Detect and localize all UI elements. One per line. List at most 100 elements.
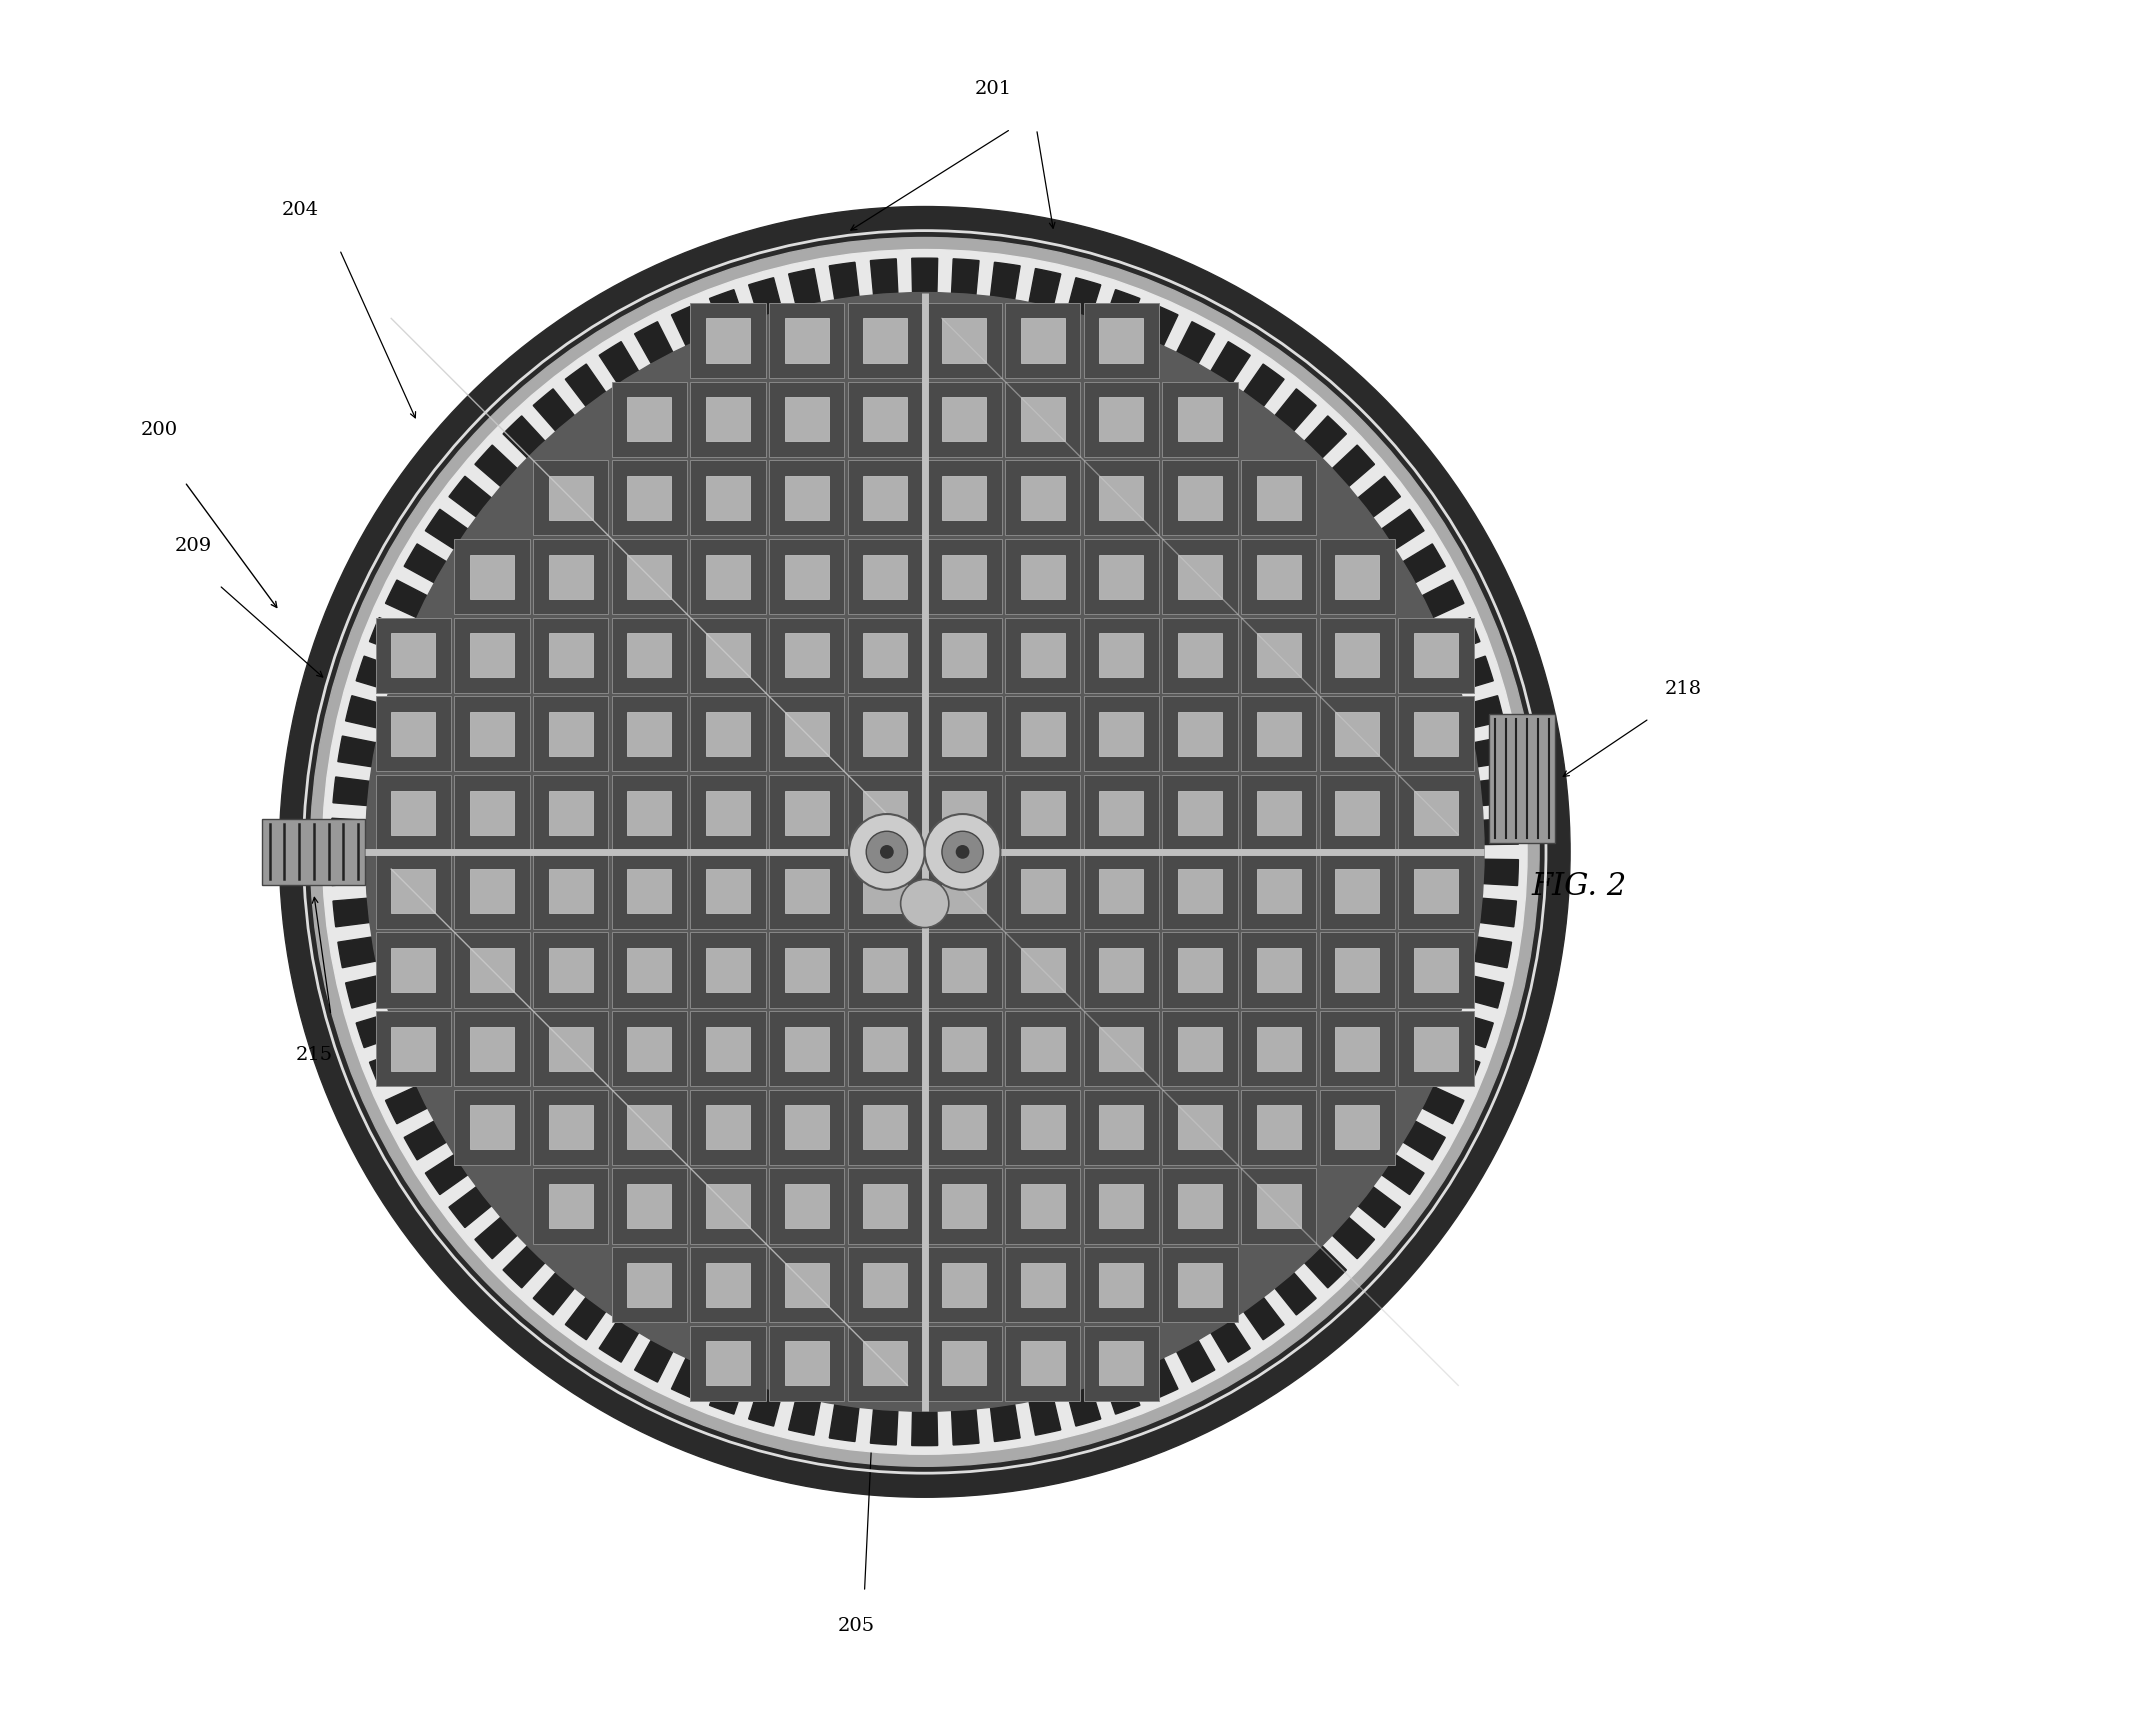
- Bar: [1399, 697, 1474, 771]
- Bar: [927, 618, 1002, 694]
- Bar: [1022, 948, 1065, 991]
- Bar: [1022, 318, 1065, 363]
- Wedge shape: [1422, 580, 1463, 618]
- Bar: [1240, 1169, 1317, 1244]
- Bar: [1163, 774, 1238, 850]
- Bar: [690, 1169, 765, 1244]
- Bar: [1399, 854, 1474, 929]
- Bar: [769, 933, 844, 1007]
- Bar: [392, 1026, 435, 1070]
- Bar: [1334, 633, 1379, 678]
- Bar: [848, 382, 923, 456]
- Bar: [469, 1026, 514, 1070]
- Wedge shape: [1067, 277, 1101, 318]
- Bar: [848, 460, 923, 535]
- Bar: [707, 869, 750, 914]
- Wedge shape: [345, 976, 386, 1009]
- Text: 209: 209: [176, 537, 212, 554]
- Bar: [1099, 398, 1144, 441]
- Bar: [927, 697, 1002, 771]
- Wedge shape: [1482, 817, 1519, 845]
- Wedge shape: [1480, 898, 1517, 928]
- Bar: [927, 1325, 1002, 1401]
- Bar: [1099, 1026, 1144, 1070]
- Bar: [1099, 318, 1144, 363]
- Wedge shape: [503, 1246, 544, 1287]
- Bar: [392, 869, 435, 914]
- Bar: [548, 712, 593, 756]
- Bar: [690, 539, 765, 614]
- Bar: [1099, 633, 1144, 678]
- Bar: [1005, 1325, 1080, 1401]
- Bar: [548, 554, 593, 599]
- Bar: [1240, 460, 1317, 535]
- Bar: [1257, 554, 1300, 599]
- Bar: [1099, 790, 1144, 835]
- Wedge shape: [426, 509, 467, 549]
- Circle shape: [880, 845, 893, 859]
- Bar: [863, 318, 908, 363]
- Wedge shape: [356, 656, 396, 690]
- Wedge shape: [634, 322, 673, 363]
- Wedge shape: [1105, 1373, 1140, 1415]
- Bar: [707, 1341, 750, 1385]
- Bar: [707, 790, 750, 835]
- Bar: [942, 790, 985, 835]
- Wedge shape: [345, 695, 386, 728]
- Bar: [1005, 382, 1080, 456]
- Bar: [1334, 869, 1379, 914]
- Bar: [533, 933, 608, 1007]
- Bar: [1257, 1026, 1300, 1070]
- Bar: [863, 398, 908, 441]
- Wedge shape: [1465, 695, 1504, 728]
- Bar: [707, 1026, 750, 1070]
- Bar: [707, 712, 750, 756]
- Wedge shape: [405, 544, 446, 583]
- Bar: [690, 933, 765, 1007]
- Bar: [1084, 1089, 1159, 1165]
- Bar: [1163, 382, 1238, 456]
- Wedge shape: [1274, 1272, 1315, 1315]
- Bar: [533, 539, 608, 614]
- Bar: [1240, 539, 1317, 614]
- Bar: [1022, 398, 1065, 441]
- Bar: [1005, 1089, 1080, 1165]
- Bar: [613, 382, 688, 456]
- Bar: [548, 790, 593, 835]
- Bar: [848, 618, 923, 694]
- Bar: [533, 1089, 608, 1165]
- Bar: [469, 554, 514, 599]
- Bar: [707, 948, 750, 991]
- Wedge shape: [450, 477, 491, 518]
- Bar: [1022, 790, 1065, 835]
- Bar: [863, 790, 908, 835]
- Wedge shape: [670, 305, 709, 346]
- Bar: [1084, 933, 1159, 1007]
- Bar: [707, 1105, 750, 1150]
- Wedge shape: [1382, 509, 1424, 549]
- Wedge shape: [1332, 1217, 1375, 1258]
- Bar: [927, 1089, 1002, 1165]
- Bar: [927, 1248, 1002, 1322]
- Wedge shape: [1142, 1358, 1178, 1399]
- Bar: [1257, 633, 1300, 678]
- Bar: [261, 819, 366, 885]
- Bar: [1084, 1169, 1159, 1244]
- Bar: [707, 475, 750, 520]
- Bar: [1163, 618, 1238, 694]
- Bar: [1414, 712, 1459, 756]
- Bar: [927, 1169, 1002, 1244]
- Bar: [1084, 303, 1159, 379]
- Bar: [548, 1026, 593, 1070]
- Bar: [1099, 1184, 1144, 1229]
- Bar: [1163, 539, 1238, 614]
- Bar: [628, 712, 670, 756]
- Bar: [1334, 948, 1379, 991]
- Wedge shape: [1245, 365, 1283, 406]
- Bar: [1178, 1026, 1223, 1070]
- Wedge shape: [634, 1341, 673, 1382]
- Bar: [628, 475, 670, 520]
- Bar: [1022, 1341, 1065, 1385]
- Wedge shape: [600, 1320, 638, 1361]
- Wedge shape: [332, 776, 371, 805]
